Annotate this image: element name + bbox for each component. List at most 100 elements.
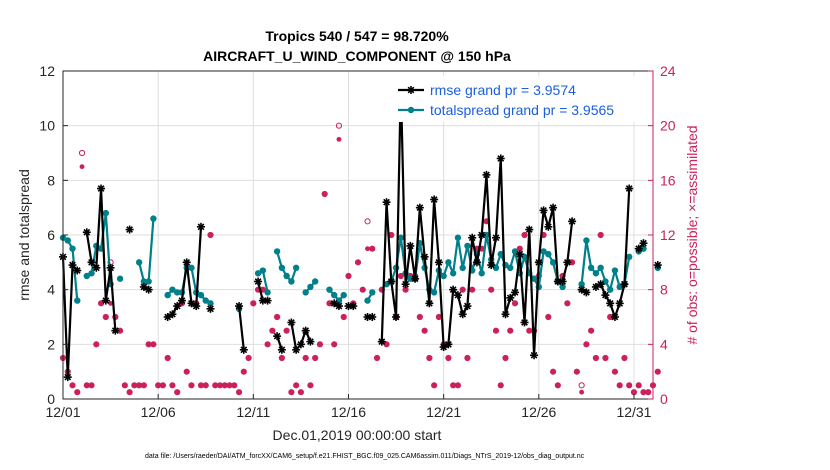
rmse-point	[582, 288, 591, 297]
rmse-point-stroke	[69, 261, 76, 269]
rmse-point	[368, 313, 377, 321]
rmse-point	[82, 228, 91, 237]
obs-assimilated-marker	[641, 389, 646, 395]
obs-assimilated-marker	[317, 341, 323, 347]
spread-point	[492, 264, 500, 271]
spread-point	[397, 234, 405, 241]
y2-tick-label: 4	[660, 336, 668, 352]
obs-assimilated-marker-stroke	[198, 383, 204, 388]
rmse-point	[168, 310, 177, 319]
obs-assimilated-marker-stroke	[603, 355, 608, 361]
rmse-point	[496, 154, 505, 163]
obs-assimilated-marker	[522, 232, 527, 238]
rmse-point	[620, 280, 629, 289]
rmse-point-stroke	[88, 258, 95, 266]
obs-possible-marker	[302, 354, 309, 362]
obs-assimilated-marker-stroke	[550, 369, 556, 374]
obs-possible-marker	[264, 341, 271, 348]
rmse-point	[420, 252, 429, 261]
legend-box	[392, 76, 651, 122]
obs-assimilated-marker-stroke	[493, 328, 499, 333]
obs-assimilated-marker	[341, 314, 347, 320]
x-tick-label: 12/26	[521, 404, 556, 420]
obs-assimilated-marker	[550, 369, 556, 375]
obs-assimilated-marker	[312, 355, 318, 361]
spread-point	[278, 264, 286, 271]
obs-possible-marker	[397, 272, 404, 280]
obs-assimilated-marker	[241, 369, 247, 375]
rmse-point	[401, 280, 410, 289]
obs-assimilated-marker-stroke	[79, 164, 85, 169]
rmse-point	[530, 351, 539, 360]
rmse-point-stroke	[73, 267, 81, 274]
obs-assimilated-marker	[203, 382, 209, 388]
rmse-point-stroke	[582, 289, 590, 296]
obs-assimilated-marker	[103, 314, 109, 320]
obs-assimilated-marker-stroke	[522, 232, 527, 238]
rmse-point-stroke	[349, 302, 357, 310]
rmse-point	[520, 318, 529, 327]
obs-possible-marker	[245, 354, 252, 362]
obs-assimilated-marker-stroke	[289, 389, 294, 395]
rmse-point	[472, 258, 481, 267]
rmse-point-stroke	[502, 310, 509, 318]
rmse-point-stroke	[521, 319, 528, 326]
rmse-point-stroke	[635, 245, 643, 253]
rmse-point	[449, 285, 458, 294]
rmse-point-stroke	[578, 286, 586, 294]
obs-assimilated-marker-stroke	[103, 314, 109, 320]
rmse-point	[515, 250, 524, 259]
obs-assimilated-marker	[184, 369, 190, 375]
spread-point	[364, 297, 371, 304]
obs-possible-marker	[416, 313, 423, 321]
obs-assimilated-marker-stroke	[645, 389, 651, 395]
rmse-point-stroke	[459, 310, 467, 318]
spread-point	[326, 286, 333, 293]
rmse-point-stroke	[416, 204, 424, 212]
rmse-point-stroke	[440, 343, 448, 351]
obs-possible-marker	[126, 389, 133, 396]
y-tick-label: 12	[39, 63, 55, 79]
rmse-point-stroke	[478, 231, 486, 239]
obs-assimilated-marker	[331, 341, 337, 347]
rmse-point	[434, 258, 443, 267]
spread-point	[173, 289, 181, 296]
legend-rmse-star-stroke	[407, 86, 415, 94]
spread-point	[430, 289, 438, 296]
rmse-point	[491, 233, 500, 242]
spread-point	[464, 242, 471, 250]
rmse-point-stroke	[640, 239, 647, 247]
rmse-point-stroke	[240, 346, 248, 354]
rmse-point	[263, 296, 272, 305]
rmse-point-stroke	[330, 299, 338, 307]
rmse-point-stroke	[92, 264, 100, 272]
obs-assimilated-marker-stroke	[541, 232, 546, 238]
obs-assimilated-marker	[127, 389, 133, 395]
rmse-point	[544, 222, 553, 231]
obs-assimilated-marker-stroke	[160, 383, 166, 388]
rmse-point	[239, 345, 248, 354]
obs-possible-marker	[354, 259, 362, 266]
obs-assimilated-marker	[455, 382, 461, 388]
obs-assimilated-marker-stroke	[341, 314, 346, 320]
rmse-point-stroke	[402, 280, 409, 288]
obs-assimilated-marker	[369, 246, 375, 252]
obs-assimilated-marker	[151, 341, 156, 347]
y2-tick-label: 12	[660, 227, 676, 243]
obs-assimilated-marker	[274, 314, 280, 320]
rmse-point-stroke	[535, 258, 543, 266]
y2-tick-label: 20	[660, 118, 676, 134]
obs-assimilated-marker-stroke	[322, 191, 327, 197]
rmse-point	[296, 340, 305, 349]
rmse-point-stroke	[169, 310, 176, 318]
rmse-point-stroke	[207, 305, 214, 313]
obs-assimilated-marker-stroke	[507, 328, 513, 333]
rmse-point-stroke	[278, 346, 286, 354]
obs-assimilated-marker	[189, 382, 194, 388]
obs-possible-marker	[588, 327, 595, 334]
y-tick-label: 0	[47, 391, 55, 407]
obs-assimilated-marker	[564, 300, 570, 306]
obs-possible-marker	[240, 368, 247, 375]
obs-assimilated-marker-stroke	[569, 260, 575, 265]
obs-assimilated-marker	[545, 314, 551, 320]
